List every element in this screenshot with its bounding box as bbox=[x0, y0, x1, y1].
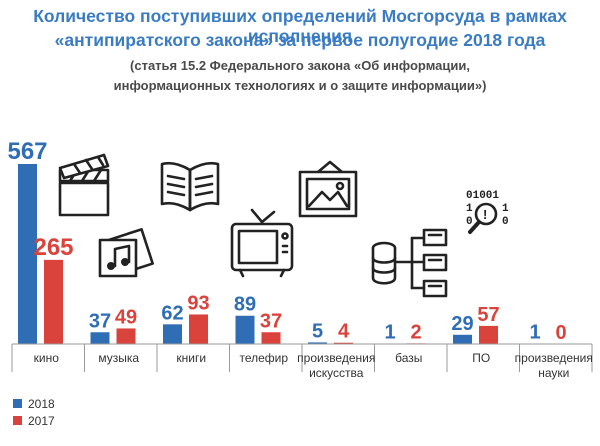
category-label-2-0: книги bbox=[176, 351, 206, 365]
category-label-3-0: телефир bbox=[239, 351, 288, 365]
svg-text:0: 0 bbox=[466, 216, 473, 228]
value-label-2017-2: 93 bbox=[187, 292, 209, 314]
value-label-2018-4: 5 bbox=[312, 320, 323, 342]
value-label-2018-5: 1 bbox=[384, 322, 395, 344]
chart-subtitle-line-2: информационных технологиях и о защите ин… bbox=[113, 78, 487, 93]
bar-2018-0 bbox=[18, 164, 37, 344]
value-label-2018-7: 1 bbox=[529, 322, 540, 344]
bar-2017-0 bbox=[44, 259, 63, 344]
bar-2017-2 bbox=[189, 314, 208, 344]
value-label-2018-2: 62 bbox=[161, 302, 183, 324]
svg-text:0: 0 bbox=[502, 216, 509, 228]
category-label-1-0: музыка bbox=[98, 351, 139, 365]
clapperboard-icon bbox=[58, 153, 110, 217]
category-label-4-0: произведения bbox=[297, 351, 375, 365]
legend-label-2017: 2017 bbox=[28, 414, 55, 428]
svg-text:1: 1 bbox=[466, 203, 473, 215]
picture-frame-icon bbox=[298, 160, 358, 218]
value-label-2017-4: 4 bbox=[338, 321, 350, 343]
svg-text:01001: 01001 bbox=[466, 190, 499, 202]
bar-2017-4 bbox=[334, 342, 353, 344]
category-label-7-1: науки bbox=[538, 366, 569, 380]
open-book-icon bbox=[160, 161, 220, 212]
legend-swatch-2017 bbox=[13, 416, 22, 425]
legend-swatch-2018 bbox=[13, 399, 22, 408]
binary-search-icon: 01001 1 1 0 0 ! bbox=[466, 190, 509, 234]
bar-2018-6 bbox=[453, 334, 472, 344]
value-label-2018-6: 29 bbox=[451, 313, 473, 335]
chart-title-line-1: Количество поступивших определений Мосго… bbox=[33, 6, 567, 46]
svg-text:1: 1 bbox=[502, 203, 509, 215]
bar-2017-6 bbox=[479, 325, 498, 344]
bar-2018-3 bbox=[235, 315, 255, 344]
tv-icon bbox=[230, 208, 294, 278]
bar-2018-4 bbox=[308, 342, 327, 344]
value-label-2017-7: 0 bbox=[555, 322, 566, 344]
value-label-2017-3: 37 bbox=[260, 310, 282, 332]
category-label-7-0: произведения bbox=[515, 351, 593, 365]
database-icon bbox=[371, 228, 448, 298]
value-label-2017-1: 49 bbox=[115, 306, 137, 328]
bar-2018-2 bbox=[163, 324, 182, 344]
value-label-2017-5: 2 bbox=[410, 321, 421, 343]
value-label-2018-1: 37 bbox=[89, 310, 111, 332]
category-label-0-0: кино bbox=[34, 351, 60, 365]
chart-title-line-2: «антипиратского закона» за первое полуго… bbox=[54, 30, 546, 50]
category-label-6-0: ПО bbox=[472, 351, 490, 365]
bar-2017-1 bbox=[116, 328, 136, 344]
bar-2018-1 bbox=[90, 332, 110, 344]
category-label-5-0: базы bbox=[395, 351, 422, 365]
legend-label-2018: 2018 bbox=[28, 397, 55, 411]
category-label-4-1: искусства bbox=[309, 366, 364, 380]
value-label-2018-0: 567 bbox=[7, 138, 47, 165]
music-records-icon bbox=[98, 228, 154, 278]
value-label-2018-3: 89 bbox=[234, 294, 256, 316]
bar-2017-3 bbox=[261, 332, 281, 344]
chart-subtitle-line-1: (статья 15.2 Федерального закона «Об инф… bbox=[130, 58, 470, 73]
value-label-2017-0: 265 bbox=[33, 234, 73, 261]
value-label-2017-6: 57 bbox=[477, 304, 499, 326]
svg-text:!: ! bbox=[483, 207, 487, 222]
